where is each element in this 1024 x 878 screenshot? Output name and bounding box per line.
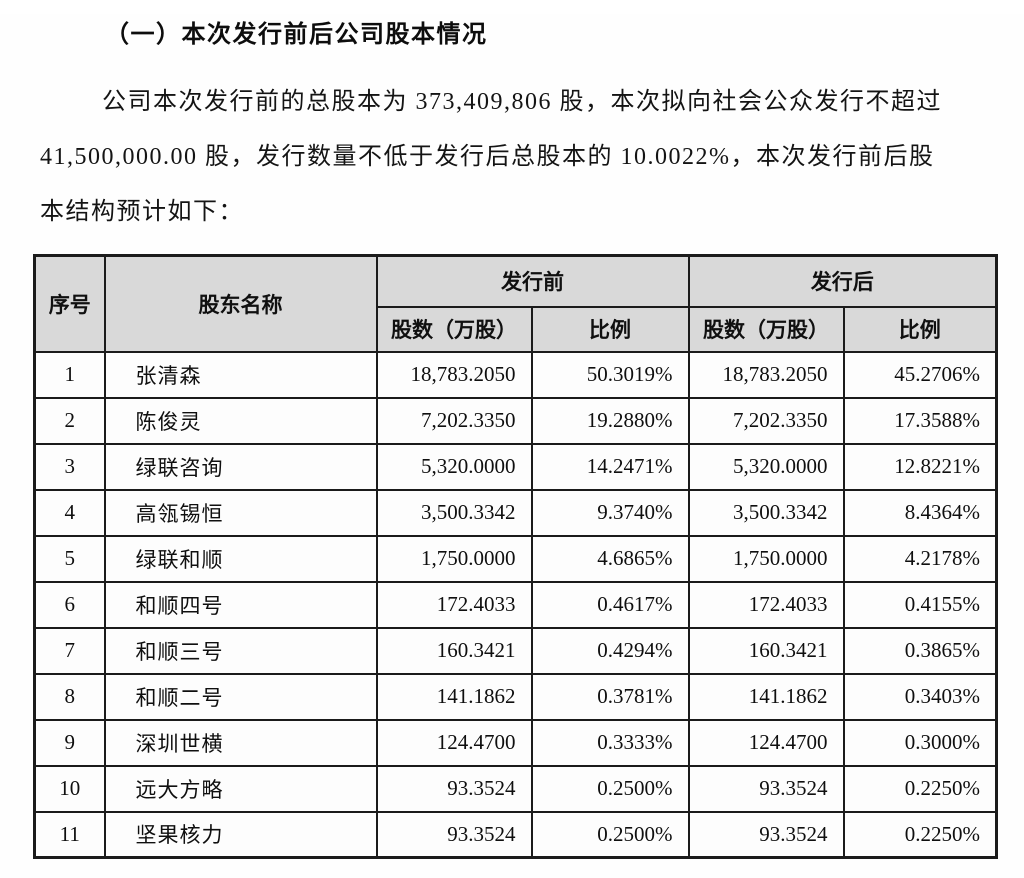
header-col-index: 序号 (33, 254, 106, 353)
cell-pre-ratio: 9.3740% (530, 488, 690, 537)
cell-pre-ratio: 50.3019% (530, 350, 690, 399)
cell-post-ratio: 0.4155% (842, 580, 998, 629)
table-row: 10 远大方略 93.3524 0.2500% 93.3524 0.2250% (33, 764, 998, 813)
table-row: 8 和顺二号 141.1862 0.3781% 141.1862 0.3403% (33, 672, 998, 721)
table-row: 5 绿联和顺 1,750.0000 4.6865% 1,750.0000 4.2178% (33, 534, 998, 583)
cell-row-index: 8 (33, 672, 106, 721)
paragraph-line: 公司本次发行前的总股本为 373,409,806 股，本次拟向社会公众发行不超过 (102, 89, 942, 115)
document-page: （一）本次发行前后公司股本情况 公司本次发行前的总股本为 373,409,806… (0, 14, 1024, 878)
header-post-ratio: 比例 (842, 305, 998, 353)
cell-shareholder-name: 深圳世横 (103, 718, 378, 767)
cell-row-index: 10 (33, 764, 106, 813)
table-row: 3 绿联咨询 5,320.0000 14.2471% 5,320.0000 12.8221… (33, 442, 998, 491)
cell-post-ratio: 12.8221% (842, 442, 998, 491)
cell-row-index: 5 (33, 534, 106, 583)
cell-post-ratio: 45.2706% (842, 350, 998, 399)
cell-pre-shares: 124.4700 (375, 718, 533, 767)
header-pre-ratio: 比例 (530, 305, 690, 353)
cell-row-index: 1 (33, 350, 106, 399)
cell-pre-shares: 160.3421 (375, 626, 533, 675)
cell-pre-ratio: 19.2880% (530, 396, 690, 445)
table-row: 9 深圳世横 124.4700 0.3333% 124.4700 0.3000% (33, 718, 998, 767)
cell-row-index: 2 (33, 396, 106, 445)
cell-pre-shares: 3,500.3342 (375, 488, 533, 537)
cell-pre-ratio: 0.4617% (530, 580, 690, 629)
cell-post-ratio: 17.3588% (842, 396, 998, 445)
table-body: 1 张清森 18,783.2050 50.3019% 18,783.2050 45.270… (33, 350, 998, 859)
cell-row-index: 3 (33, 442, 106, 491)
table-row: 11 坚果核力 93.3524 0.2500% 93.3524 0.2250% (33, 810, 998, 859)
cell-pre-ratio: 0.3781% (530, 672, 690, 721)
cell-post-shares: 18,783.2050 (687, 350, 845, 399)
cell-pre-shares: 1,750.0000 (375, 534, 533, 583)
table-row: 6 和顺四号 172.4033 0.4617% 172.4033 0.4155% (33, 580, 998, 629)
cell-post-shares: 7,202.3350 (687, 396, 845, 445)
cell-shareholder-name: 远大方略 (103, 764, 378, 813)
cell-pre-shares: 93.3524 (375, 810, 533, 859)
cell-post-ratio: 0.2250% (842, 764, 998, 813)
share-structure-table: 序号 股东名称 发行前 发行后 股数（万股） 比例 股数（万股） 比例 1 张清森… (33, 254, 998, 859)
cell-pre-ratio: 0.3333% (530, 718, 690, 767)
table-row: 1 张清森 18,783.2050 50.3019% 18,783.2050 45.270… (33, 350, 998, 399)
cell-pre-ratio: 4.6865% (530, 534, 690, 583)
cell-post-ratio: 8.4364% (842, 488, 998, 537)
cell-pre-shares: 172.4033 (375, 580, 533, 629)
table-header: 序号 股东名称 发行前 发行后 股数（万股） 比例 股数（万股） 比例 (33, 254, 998, 353)
cell-shareholder-name: 高瓴锡恒 (103, 488, 378, 537)
table-header-group-row: 序号 股东名称 发行前 发行后 (33, 254, 998, 353)
header-group-after: 发行后 (687, 254, 998, 308)
section-heading: （一）本次发行前后公司股本情况 (105, 21, 488, 48)
cell-pre-shares: 7,202.3350 (375, 396, 533, 445)
cell-post-shares: 5,320.0000 (687, 442, 845, 491)
cell-post-shares: 93.3524 (687, 764, 845, 813)
cell-pre-shares: 93.3524 (375, 764, 533, 813)
cell-post-ratio: 0.3000% (842, 718, 998, 767)
cell-post-shares: 160.3421 (687, 626, 845, 675)
cell-post-ratio: 0.3403% (842, 672, 998, 721)
cell-row-index: 7 (33, 626, 106, 675)
cell-pre-shares: 18,783.2050 (375, 350, 533, 399)
cell-shareholder-name: 陈俊灵 (103, 396, 378, 445)
cell-post-shares: 141.1862 (687, 672, 845, 721)
header-post-shares: 股数（万股） (687, 305, 845, 353)
cell-post-shares: 124.4700 (687, 718, 845, 767)
cell-shareholder-name: 和顺三号 (103, 626, 378, 675)
cell-shareholder-name: 和顺二号 (103, 672, 378, 721)
cell-shareholder-name: 绿联咨询 (103, 442, 378, 491)
cell-post-shares: 93.3524 (687, 810, 845, 859)
table-header-sub-row: 股数（万股） 比例 股数（万股） 比例 (35, 305, 998, 353)
cell-pre-ratio: 14.2471% (530, 442, 690, 491)
cell-row-index: 11 (33, 810, 106, 859)
cell-pre-ratio: 0.2500% (530, 810, 690, 859)
cell-row-index: 9 (33, 718, 106, 767)
cell-post-shares: 1,750.0000 (687, 534, 845, 583)
cell-row-index: 6 (33, 580, 106, 629)
table-row: 4 高瓴锡恒 3,500.3342 9.3740% 3,500.3342 8.4364% (33, 488, 998, 537)
cell-pre-shares: 141.1862 (375, 672, 533, 721)
cell-post-ratio: 0.2250% (842, 810, 998, 859)
cell-shareholder-name: 绿联和顺 (103, 534, 378, 583)
cell-shareholder-name: 坚果核力 (103, 810, 378, 859)
cell-pre-ratio: 0.4294% (530, 626, 690, 675)
cell-row-index: 4 (33, 488, 106, 537)
intro-paragraph: 公司本次发行前的总股本为 373,409,806 股，本次拟向社会公众发行不超过… (40, 75, 994, 240)
cell-pre-shares: 5,320.0000 (375, 442, 533, 491)
cell-post-shares: 172.4033 (687, 580, 845, 629)
header-pre-shares: 股数（万股） (375, 305, 533, 353)
table-row: 2 陈俊灵 7,202.3350 19.2880% 7,202.3350 17.3588% (33, 396, 998, 445)
table-row: 7 和顺三号 160.3421 0.4294% 160.3421 0.3865% (33, 626, 998, 675)
cell-shareholder-name: 和顺四号 (103, 580, 378, 629)
cell-pre-ratio: 0.2500% (530, 764, 690, 813)
cell-post-shares: 3,500.3342 (687, 488, 845, 537)
cell-shareholder-name: 张清森 (103, 350, 378, 399)
paragraph-line: 本结构预计如下： (40, 199, 244, 225)
paragraph-line: 41,500,000.00 股，发行数量不低于发行后总股本的 10.0022%，… (40, 144, 935, 170)
header-group-before: 发行前 (375, 254, 690, 308)
cell-post-ratio: 4.2178% (842, 534, 998, 583)
cell-post-ratio: 0.3865% (842, 626, 998, 675)
header-col-name: 股东名称 (103, 254, 378, 353)
